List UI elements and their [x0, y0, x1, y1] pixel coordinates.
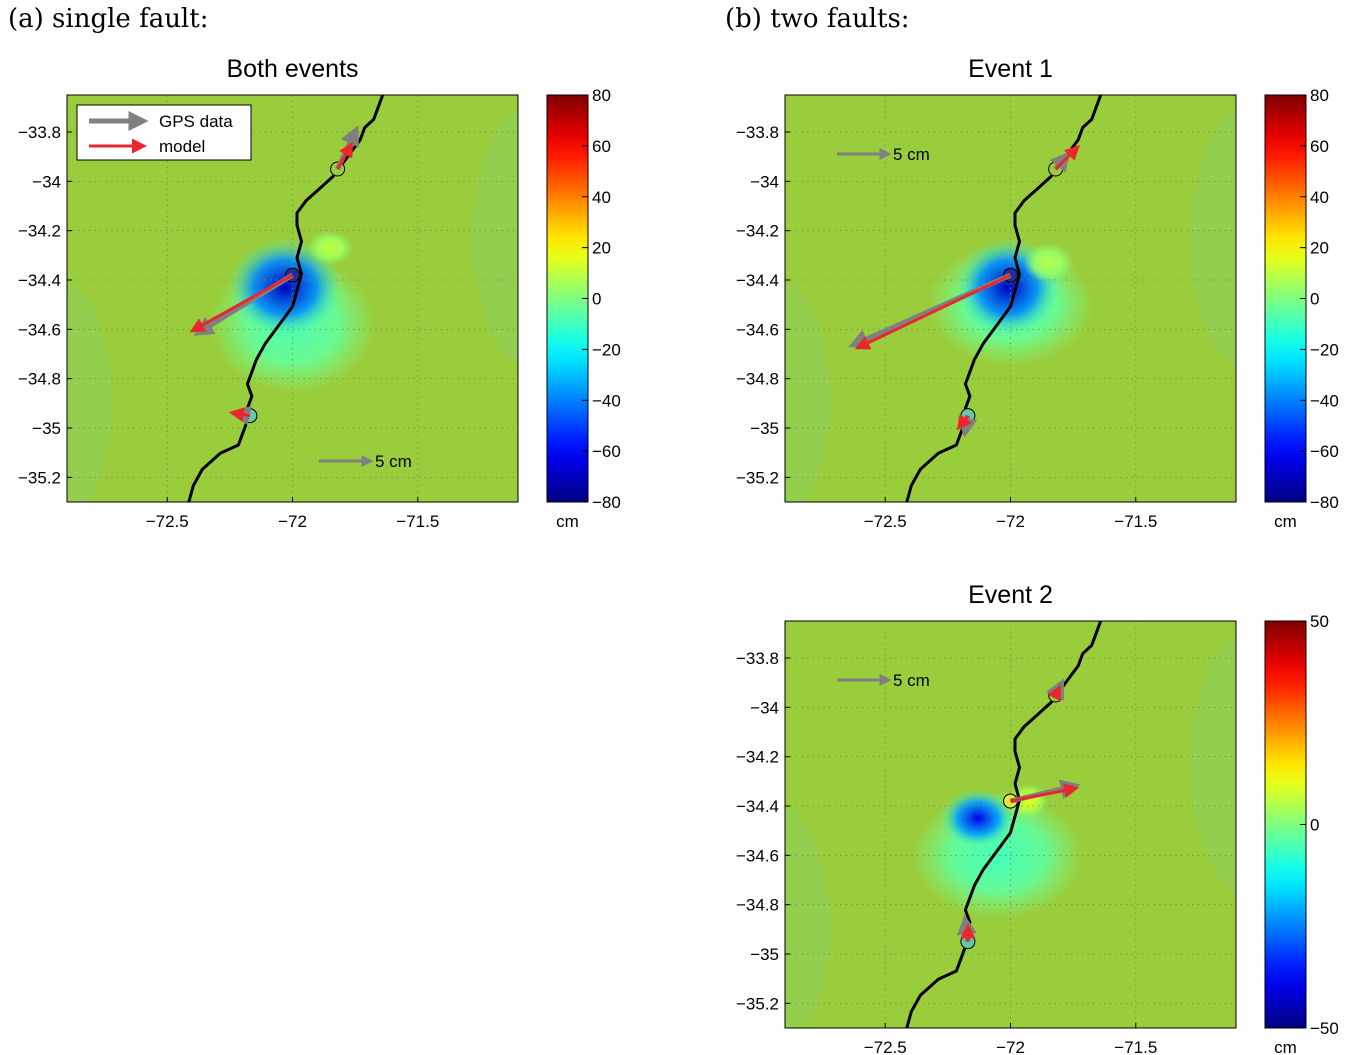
legend-box	[76, 104, 252, 161]
y-tick-label: −34.2	[736, 222, 779, 241]
colorbar-tick-label: −50	[1310, 1019, 1339, 1038]
x-tick-label: −72.5	[146, 512, 189, 531]
colorbar-label: cm	[1274, 512, 1297, 531]
scale-arrow-label: 5 cm	[893, 145, 930, 164]
model-arrow	[1054, 145, 1080, 171]
y-tick-label: −35	[750, 419, 779, 438]
y-tick-label: −35.2	[736, 994, 779, 1013]
y-tick-label: −35	[32, 419, 61, 438]
colorbar-label: cm	[1274, 1038, 1297, 1055]
chart-panel-1: 5 cm GPS data model −72.5 −72 −71.5 −33.8 −34 −3…	[18, 55, 621, 531]
x-tick-label: −72	[996, 512, 1025, 531]
panel-label-b: (b) two faults:	[725, 4, 910, 34]
colorbar	[1264, 94, 1307, 503]
colorbar-tick-label: 60	[1310, 137, 1329, 156]
legend-label: GPS data	[159, 112, 233, 131]
colorbar-tick-label: −20	[592, 340, 621, 359]
y-tick-label: −34.8	[736, 370, 779, 389]
colorbar-tick-label: 40	[592, 188, 611, 207]
colorbar	[546, 94, 589, 503]
far-field-band-left	[785, 808, 830, 1028]
y-tick-label: −34.6	[18, 320, 61, 339]
displacement-anomaly	[940, 788, 1016, 848]
colorbar	[1264, 620, 1307, 1029]
chart-panel-3: 5 cm −72.5 −72 −71.5 −33.8 −34 −34.2 −34.4 −34.6…	[736, 581, 1339, 1055]
displacement-anomaly	[307, 230, 353, 266]
y-tick-label: −34.6	[736, 320, 779, 339]
colorbar-tick-label: −60	[1310, 442, 1339, 461]
colorbar-tick-label: 0	[592, 290, 601, 309]
y-tick-label: −34.4	[736, 797, 779, 816]
colorbar-tick-label: −60	[592, 442, 621, 461]
x-tick-label: −72	[278, 512, 307, 531]
y-tick-label: −34	[750, 172, 779, 191]
colorbar-tick-label: 50	[1310, 612, 1329, 631]
colorbar-tick-label: 20	[592, 239, 611, 258]
x-tick-label: −72	[996, 1038, 1025, 1055]
x-tick-label: −71.5	[396, 512, 439, 531]
model-arrow	[228, 407, 251, 423]
scale-arrow-label: 5 cm	[375, 452, 412, 471]
colorbar-tick-label: 0	[1310, 816, 1319, 835]
colorbar-tick-label: 20	[1310, 239, 1329, 258]
far-field-band-left	[785, 282, 830, 502]
chart-title: Event 2	[968, 581, 1053, 609]
legend-label: model	[159, 137, 205, 156]
colorbar-tick-label: 0	[1310, 290, 1319, 309]
chart-title: Event 1	[968, 55, 1053, 83]
chart-title: Both events	[226, 55, 358, 83]
colorbar-tick-label: −40	[592, 391, 621, 410]
model-arrow	[956, 413, 972, 431]
colorbar-tick-label: −20	[1310, 340, 1339, 359]
y-tick-label: −34.8	[736, 896, 779, 915]
x-tick-label: −71.5	[1114, 1038, 1157, 1055]
y-tick-label: −34	[750, 698, 779, 717]
y-tick-label: −34.2	[18, 222, 61, 241]
y-tick-label: −35.2	[18, 468, 61, 487]
y-tick-label: −34.6	[736, 846, 779, 865]
x-tick-label: −72.5	[864, 512, 907, 531]
scale-arrow-label: 5 cm	[893, 671, 930, 690]
colorbar-tick-label: 80	[1310, 86, 1329, 105]
y-tick-label: −34.4	[18, 271, 61, 290]
far-field-band-left	[67, 282, 112, 502]
y-tick-label: −35	[750, 945, 779, 964]
coastline	[905, 621, 1103, 1028]
colorbar-tick-label: 80	[592, 86, 611, 105]
x-tick-label: −72.5	[864, 1038, 907, 1055]
y-tick-label: −33.8	[736, 123, 779, 142]
colorbar-tick-label: −40	[1310, 391, 1339, 410]
y-tick-label: −34.4	[736, 271, 779, 290]
y-tick-label: −34.2	[736, 748, 779, 767]
colorbar-tick-label: −80	[592, 493, 621, 512]
model-arrow	[854, 273, 1012, 350]
y-tick-label: −34	[32, 172, 61, 191]
displacement-anomaly	[1023, 243, 1074, 283]
panel-label-a: (a) single fault:	[8, 4, 209, 34]
y-tick-label: −34.8	[18, 370, 61, 389]
model-arrow	[1010, 783, 1080, 803]
far-field-band-right	[1191, 635, 1236, 892]
y-tick-label: −33.8	[18, 123, 61, 142]
x-tick-label: −71.5	[1114, 512, 1157, 531]
far-field-band-right	[473, 109, 518, 366]
colorbar-tick-label: 60	[592, 137, 611, 156]
colorbar-tick-label: 40	[1310, 188, 1329, 207]
model-arrow	[1047, 684, 1061, 702]
colorbar-tick-label: −80	[1310, 493, 1339, 512]
model-arrow	[336, 141, 354, 170]
model-arrow	[189, 273, 294, 333]
far-field-band-right	[1191, 109, 1236, 366]
displacement-anomaly	[227, 238, 343, 337]
y-tick-label: −35.2	[736, 468, 779, 487]
y-tick-label: −33.8	[736, 649, 779, 668]
chart-panel-2: 5 cm −72.5 −72 −71.5 −33.8 −34 −34.2 −34.4 −34.6…	[736, 55, 1339, 531]
colorbar-label: cm	[556, 512, 579, 531]
